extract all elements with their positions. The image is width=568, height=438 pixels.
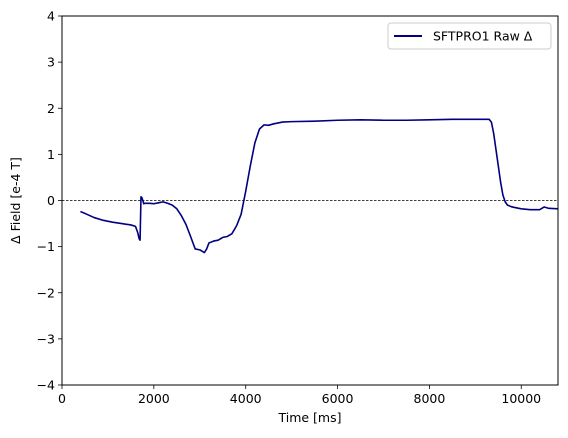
plot-frame <box>61 15 559 386</box>
y-tick-label: 2 <box>47 101 55 116</box>
y-tick-label: −2 <box>37 285 55 300</box>
x-tick-label: 4000 <box>230 391 262 406</box>
y-tick-label: −3 <box>37 331 55 346</box>
y-tick-label: 4 <box>47 9 55 24</box>
plot-area <box>62 118 559 254</box>
x-tick-label: 10000 <box>501 391 541 406</box>
legend: SFTPRO1 Raw Δ <box>387 22 552 50</box>
y-tick-label: 0 <box>47 193 55 208</box>
legend-box <box>387 22 552 50</box>
legend-label: SFTPRO1 Raw Δ <box>433 29 533 44</box>
x-tick-label: 6000 <box>322 391 354 406</box>
x-tick-label: 2000 <box>138 391 170 406</box>
y-axis: −4 −3 −2 −1 0 1 2 3 4 <box>37 9 62 393</box>
x-tick-label: 8000 <box>414 391 446 406</box>
y-axis-label: Δ Field [e-4 T] <box>8 157 23 244</box>
series-line-0 <box>80 118 559 254</box>
y-tick-label: 1 <box>47 147 55 162</box>
y-tick-label: 3 <box>47 55 55 70</box>
y-tick-label: −1 <box>37 239 55 254</box>
x-tick-label: 0 <box>58 391 66 406</box>
x-axis: 0 2000 4000 6000 8000 10000 <box>58 385 541 406</box>
y-tick-label: −4 <box>37 378 55 393</box>
x-axis-label: Time [ms] <box>277 410 341 425</box>
